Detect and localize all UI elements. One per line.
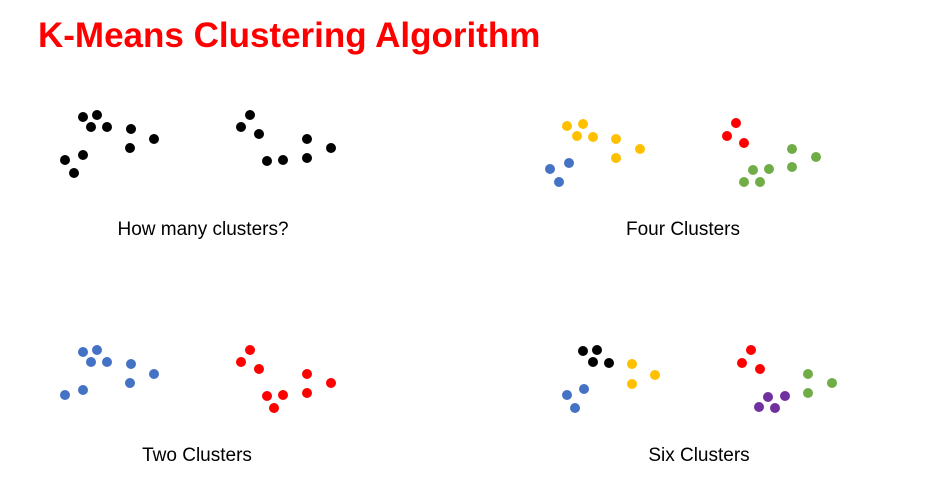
scatter-plot-six-clusters: [562, 345, 837, 413]
point-green-1: [803, 369, 813, 379]
point-yellow-6: [635, 144, 645, 154]
point-purple-3: [770, 403, 780, 413]
scatter-plot-two-clusters: [60, 345, 336, 413]
caption-two-clusters: Two Clusters: [142, 445, 252, 466]
point-black-2: [592, 345, 602, 355]
point-green-3: [803, 388, 813, 398]
point-black-4: [102, 122, 112, 132]
point-red-2: [722, 131, 732, 141]
caption-four-clusters: Four Clusters: [625, 219, 741, 240]
point-black-16: [278, 155, 288, 165]
point-green-3: [764, 164, 774, 174]
point-black-10: [69, 168, 79, 178]
scatter-two-clusters: [55, 340, 355, 420]
caption-six-clusters: Six Clusters: [648, 445, 750, 466]
point-blue-5: [126, 359, 136, 369]
point-green-2: [811, 152, 821, 162]
point-yellow-2: [578, 119, 588, 129]
point-black-5: [126, 124, 136, 134]
point-black-18: [262, 156, 272, 166]
point-blue-6: [149, 369, 159, 379]
point-yellow-1: [562, 121, 572, 131]
point-red-2: [737, 358, 747, 368]
scatter-unclustered: [55, 105, 355, 185]
point-blue-2: [92, 345, 102, 355]
point-green-6: [755, 177, 765, 187]
point-yellow-7: [611, 153, 621, 163]
point-blue-2: [564, 158, 574, 168]
point-red-5: [326, 378, 336, 388]
point-black-12: [236, 122, 246, 132]
point-green-2: [827, 378, 837, 388]
point-yellow-3: [572, 131, 582, 141]
scatter-plot-four-clusters: [545, 118, 821, 187]
point-red-4: [302, 369, 312, 379]
point-blue-7: [125, 378, 135, 388]
point-yellow-2: [650, 370, 660, 380]
point-purple-1: [780, 391, 790, 401]
scatter-four-clusters: [540, 112, 840, 192]
point-blue-2: [579, 384, 589, 394]
point-blue-9: [60, 390, 70, 400]
point-green-7: [739, 177, 749, 187]
point-blue-4: [102, 357, 112, 367]
point-red-1: [731, 118, 741, 128]
point-red-7: [302, 388, 312, 398]
point-red-3: [254, 364, 264, 374]
page-title: K-Means Clustering Algorithm: [38, 16, 541, 55]
point-red-6: [278, 390, 288, 400]
point-black-9: [60, 155, 70, 165]
point-black-17: [302, 153, 312, 163]
point-black-4: [604, 358, 614, 368]
point-black-11: [245, 110, 255, 120]
point-black-7: [125, 143, 135, 153]
point-yellow-1: [627, 359, 637, 369]
point-blue-8: [78, 385, 88, 395]
point-green-1: [787, 144, 797, 154]
point-black-6: [149, 134, 159, 144]
point-blue-1: [545, 164, 555, 174]
point-green-4: [787, 162, 797, 172]
point-black-2: [92, 110, 102, 120]
point-blue-3: [86, 357, 96, 367]
point-black-8: [78, 150, 88, 160]
point-black-14: [302, 134, 312, 144]
point-red-3: [755, 364, 765, 374]
point-green-5: [748, 165, 758, 175]
point-blue-3: [554, 177, 564, 187]
point-red-9: [269, 403, 279, 413]
point-black-3: [588, 357, 598, 367]
caption-how-many-clusters: How many clusters?: [117, 219, 289, 240]
scatter-plot-unclustered: [60, 110, 336, 178]
point-red-1: [746, 345, 756, 355]
point-black-1: [578, 346, 588, 356]
point-black-3: [86, 122, 96, 132]
point-red-8: [262, 391, 272, 401]
point-black-1: [78, 112, 88, 122]
point-yellow-4: [588, 132, 598, 142]
point-red-3: [739, 138, 749, 148]
scatter-six-clusters: [556, 340, 856, 420]
point-red-1: [245, 345, 255, 355]
point-red-2: [236, 357, 246, 367]
point-yellow-3: [627, 379, 637, 389]
point-blue-1: [78, 347, 88, 357]
point-purple-4: [754, 402, 764, 412]
point-purple-2: [763, 392, 773, 402]
point-black-15: [326, 143, 336, 153]
point-blue-3: [570, 403, 580, 413]
point-yellow-5: [611, 134, 621, 144]
point-black-13: [254, 129, 264, 139]
point-blue-1: [562, 390, 572, 400]
